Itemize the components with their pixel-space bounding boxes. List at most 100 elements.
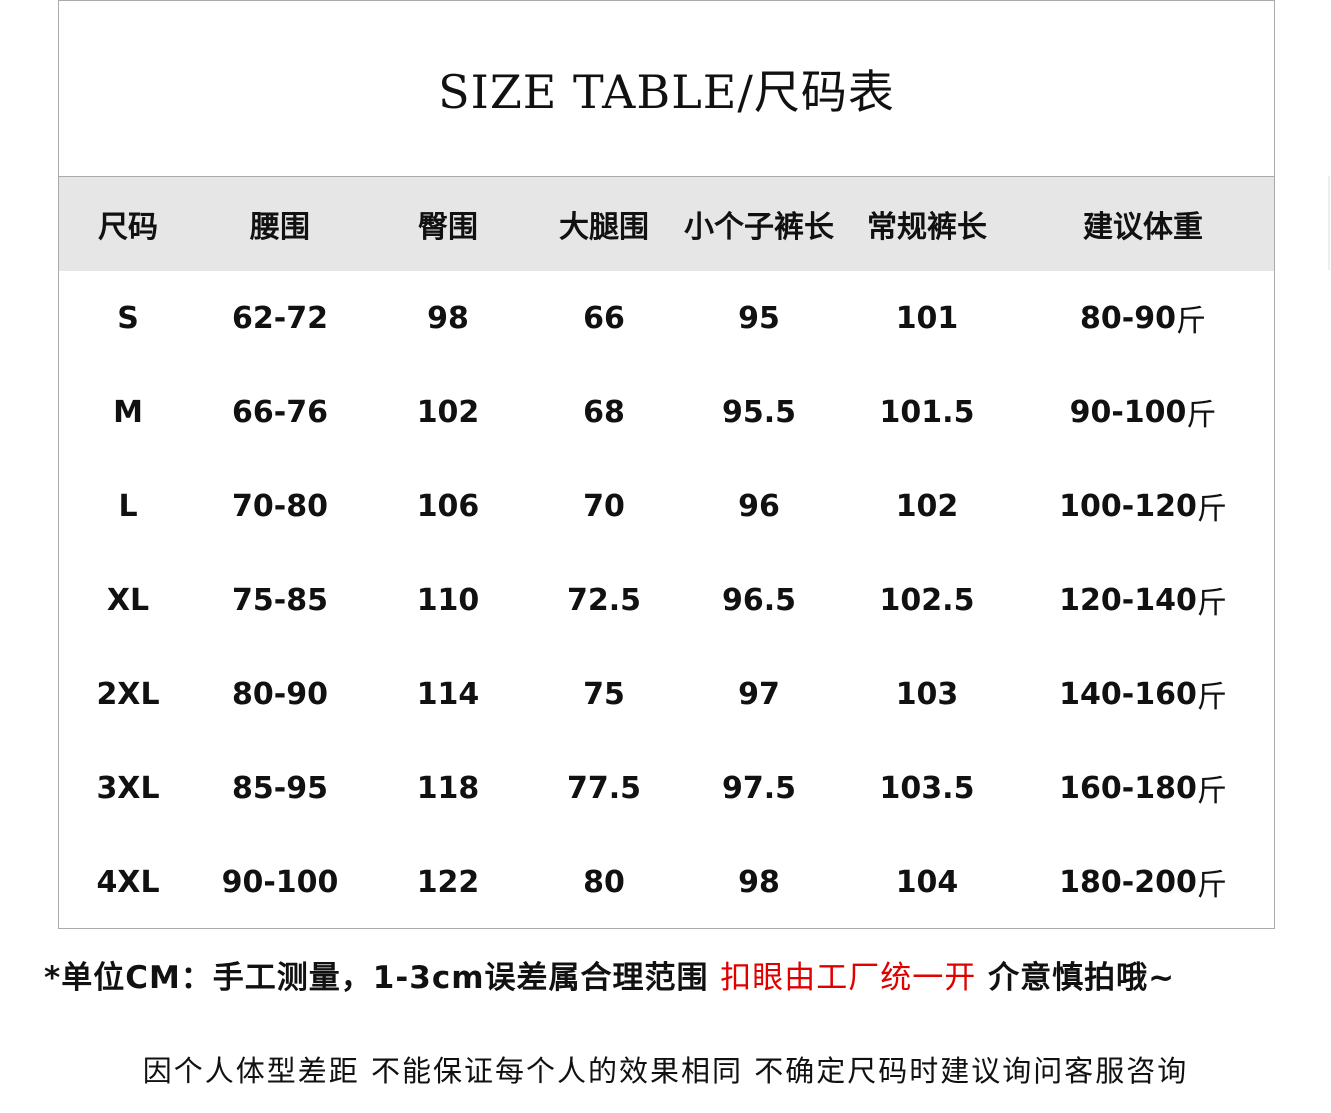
cell-thigh: 75 xyxy=(583,647,625,741)
cell-value: 103.5 xyxy=(879,770,975,806)
cell-petite-length: 96.5 xyxy=(722,553,796,647)
cell-value: 70-80 xyxy=(232,488,328,524)
cell-value: 114 xyxy=(416,676,480,712)
unit-note: *单位CM：手工测量，1-3cm误差属合理范围 扣眼由工厂统一开 介意慎拍哦~ xyxy=(44,952,1175,997)
table-title: SIZE TABLE/尺码表 xyxy=(59,1,1274,177)
cell-weight: 160-180 斤 xyxy=(1059,741,1227,835)
weight-unit: 斤 xyxy=(1196,492,1227,527)
cell-hip: 106 xyxy=(417,459,480,553)
weight-unit: 斤 xyxy=(1196,774,1227,809)
cell-size: 4XL xyxy=(96,835,159,929)
cell-value: M xyxy=(113,394,143,430)
table-row: XL 75-85 110 72.5 96.5 102.5 120-140 斤 xyxy=(59,553,1274,647)
cell-petite-length: 96 xyxy=(738,459,780,553)
cell-thigh: 72.5 xyxy=(567,553,641,647)
table-row: M 66-76 102 68 95.5 101.5 90-100 斤 xyxy=(59,365,1274,459)
weight-unit: 斤 xyxy=(1196,680,1227,715)
cell-hip: 122 xyxy=(417,835,480,929)
cell-size: XL xyxy=(107,553,149,647)
cell-value: 72.5 xyxy=(566,582,642,618)
cell-hip: 98 xyxy=(427,271,469,365)
cell-value: 120-140 xyxy=(1059,582,1197,618)
cell-value: 106 xyxy=(416,488,480,524)
cell-weight: 100-120 斤 xyxy=(1059,459,1227,553)
cell-regular-length: 104 xyxy=(896,835,959,929)
cell-hip: 118 xyxy=(417,741,480,835)
size-table: SIZE TABLE/尺码表 尺码 腰围 臀围 大腿围 小个子裤长 常规裤长 建议体重 S 6… xyxy=(58,0,1275,929)
cell-value: 66 xyxy=(583,300,625,336)
cell-value: S xyxy=(117,300,139,336)
cell-value: L xyxy=(118,488,138,524)
cell-regular-length: 102 xyxy=(896,459,959,553)
fit-disclaimer: 因个人体型差距 不能保证每个人的效果相同 不确定尺码时建议询问客服咨询 xyxy=(142,1054,1189,1088)
cell-thigh: 66 xyxy=(583,271,625,365)
cell-value: 80 xyxy=(583,864,625,900)
cell-thigh: 80 xyxy=(583,835,625,929)
table-row: L 70-80 106 70 96 102 100-120 斤 xyxy=(59,459,1274,553)
cell-value: 62-72 xyxy=(232,300,328,336)
cell-value: 122 xyxy=(416,864,480,900)
cell-weight: 120-140 斤 xyxy=(1059,553,1227,647)
cell-value: 140-160 xyxy=(1059,676,1197,712)
unit-note-text: *单位CM：手工测量，1-3cm误差属合理范围 xyxy=(44,960,721,996)
cell-value: 160-180 xyxy=(1059,770,1197,806)
caution-note: 介意慎拍哦~ xyxy=(976,960,1176,996)
cell-size: 3XL xyxy=(96,741,159,835)
header-regular-length: 常规裤长 xyxy=(867,210,987,245)
table-header: 尺码 腰围 臀围 大腿围 小个子裤长 常规裤长 建议体重 xyxy=(59,177,1274,271)
cell-waist: 85-95 xyxy=(232,741,328,835)
table-row: 4XL 90-100 122 80 98 104 180-200 斤 xyxy=(59,835,1274,929)
cell-petite-length: 97 xyxy=(738,647,780,741)
cell-weight: 90-100 斤 xyxy=(1070,365,1217,459)
cell-value: 180-200 xyxy=(1059,864,1197,900)
header-petite-length: 小个子裤长 xyxy=(684,210,834,245)
cell-thigh: 70 xyxy=(583,459,625,553)
cell-value: 75-85 xyxy=(232,582,328,618)
cell-size: 2XL xyxy=(96,647,159,741)
cell-value: 102 xyxy=(895,488,959,524)
cell-value: 68 xyxy=(583,394,625,430)
cell-value: 98 xyxy=(738,864,780,900)
cell-value: 98 xyxy=(427,300,469,336)
header-weight: 建议体重 xyxy=(1083,210,1203,245)
cell-value: 2XL xyxy=(96,676,160,712)
cell-thigh: 77.5 xyxy=(567,741,641,835)
cell-weight: 180-200 斤 xyxy=(1059,835,1227,929)
cell-waist: 66-76 xyxy=(232,365,328,459)
cell-petite-length: 95.5 xyxy=(722,365,796,459)
cell-value: 96 xyxy=(738,488,780,524)
cell-hip: 102 xyxy=(417,365,480,459)
cell-value: 96.5 xyxy=(721,582,797,618)
cell-regular-length: 103 xyxy=(896,647,959,741)
table-row: S 62-72 98 66 95 101 80-90 斤 xyxy=(59,271,1274,365)
weight-unit: 斤 xyxy=(1196,868,1227,903)
cell-value: XL xyxy=(106,582,150,618)
weight-unit: 斤 xyxy=(1186,398,1217,433)
cell-value: 90-100 xyxy=(221,864,339,900)
cell-value: 4XL xyxy=(96,864,160,900)
cell-value: 3XL xyxy=(96,770,160,806)
cell-value: 97 xyxy=(738,676,780,712)
cell-waist: 70-80 xyxy=(232,459,328,553)
cell-weight: 80-90 斤 xyxy=(1080,271,1206,365)
cell-hip: 110 xyxy=(417,553,480,647)
header-thigh: 大腿围 xyxy=(559,210,649,245)
cell-petite-length: 97.5 xyxy=(722,741,796,835)
cell-value: 70 xyxy=(583,488,625,524)
cell-weight: 140-160 斤 xyxy=(1059,647,1227,741)
cell-size: L xyxy=(118,459,137,553)
cell-waist: 80-90 xyxy=(232,647,328,741)
cell-value: 102 xyxy=(416,394,480,430)
cell-value: 103 xyxy=(895,676,959,712)
cell-value: 77.5 xyxy=(566,770,642,806)
cell-value: 101 xyxy=(895,300,959,336)
cell-value: 110 xyxy=(416,582,480,618)
table-row: 3XL 85-95 118 77.5 97.5 103.5 160-180 斤 xyxy=(59,741,1274,835)
weight-unit: 斤 xyxy=(1175,304,1206,339)
cell-value: 95.5 xyxy=(721,394,797,430)
cell-regular-length: 102.5 xyxy=(880,553,975,647)
cell-value: 75 xyxy=(583,676,625,712)
weight-unit: 斤 xyxy=(1196,586,1227,621)
cell-petite-length: 98 xyxy=(738,835,780,929)
cell-value: 95 xyxy=(738,300,780,336)
